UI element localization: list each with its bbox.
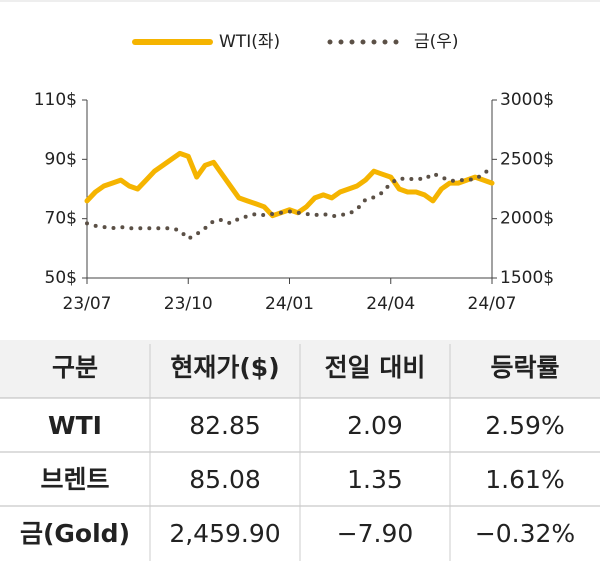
y-tick-label: 110$: [34, 90, 77, 110]
table-cell: −0.32%: [475, 519, 575, 548]
table-cell: WTI: [48, 411, 102, 440]
series-line: [84, 150, 495, 219]
x-tick-label: 23/10: [164, 294, 213, 314]
table-cell: 1.35: [347, 465, 403, 494]
table-header-cell: 전일 대비: [325, 353, 426, 382]
table-cell: 2.59%: [485, 411, 564, 440]
table-header-cell: 등락률: [490, 353, 559, 382]
table-cell: 1.61%: [485, 465, 564, 494]
table-header-cell: 현재가($): [170, 353, 279, 382]
x-tick-label: 24/01: [265, 294, 314, 314]
table-cell: 82.85: [189, 411, 261, 440]
table-cell: 금(Gold): [20, 519, 130, 548]
table-cell: 85.08: [189, 465, 261, 494]
y-tick-label: 50$: [45, 268, 77, 288]
y2-tick-label: 2500$: [500, 149, 554, 169]
y2-tick-label: 1500$: [500, 268, 554, 288]
y2-tick-label: 2000$: [500, 209, 554, 229]
table-cell: 브렌트: [40, 465, 109, 494]
table-header-cell: 구분: [52, 353, 98, 382]
legend-label: 금(우): [414, 32, 459, 52]
series-line: [85, 165, 494, 241]
x-tick-label: 24/07: [468, 294, 517, 314]
x-tick-label: 24/04: [366, 294, 415, 314]
table-cell: −7.90: [337, 519, 414, 548]
y-tick-label: 90$: [45, 149, 77, 169]
x-tick-label: 23/07: [63, 294, 112, 314]
table-cell: 2,459.90: [169, 519, 280, 548]
y-tick-label: 70$: [45, 209, 77, 229]
y2-tick-label: 3000$: [500, 90, 554, 110]
legend-label: WTI(좌): [219, 32, 280, 52]
table-cell: 2.09: [347, 411, 403, 440]
